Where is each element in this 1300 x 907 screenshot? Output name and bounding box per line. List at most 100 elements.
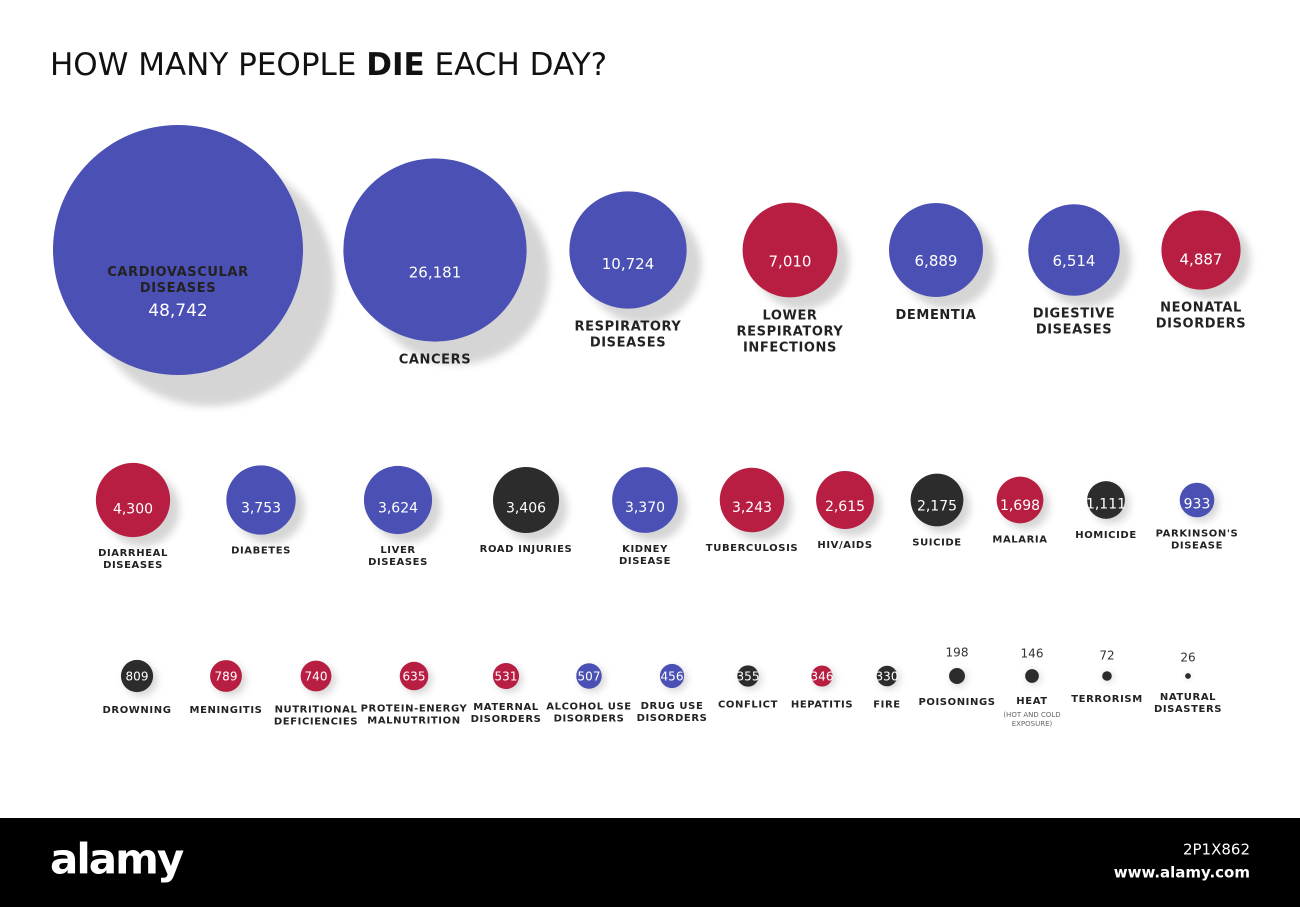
bubble	[343, 158, 527, 342]
bubble	[1025, 669, 1039, 683]
bubble	[811, 665, 833, 687]
category-label: DIABETES	[231, 546, 291, 557]
bubble	[1179, 482, 1215, 518]
bubble	[889, 203, 983, 297]
category-label: LOWER RESPIRATORY INFECTIONS	[737, 308, 844, 355]
category-label: NUTRITIONAL DEFICIENCIES	[274, 704, 358, 727]
value-label: 10,724	[602, 255, 655, 273]
category-label: ROAD INJURIES	[480, 544, 573, 555]
category-label: DRUG USE DISORDERS	[637, 701, 708, 724]
bubble	[659, 663, 685, 689]
bubble	[719, 467, 785, 533]
category-label: POISONINGS	[918, 697, 995, 708]
category-label: TERRORISM	[1071, 694, 1143, 705]
value-label: 2,175	[917, 499, 957, 515]
footer-url: www.alamy.com	[1114, 864, 1250, 882]
value-label: 330	[876, 670, 899, 684]
value-label: 4,887	[1180, 250, 1223, 268]
value-label: 3,370	[625, 500, 665, 516]
bubble	[95, 462, 171, 538]
bubble	[1185, 673, 1191, 679]
bubble	[816, 471, 874, 529]
bubble	[363, 465, 433, 535]
value-label: 4,300	[113, 501, 153, 517]
category-label: FIRE	[873, 699, 900, 710]
bubble	[737, 665, 759, 687]
annotation: (HOT AND COLD EXPOSURE)	[1003, 711, 1060, 728]
category-label: HIV/AIDS	[817, 540, 872, 551]
value-label: 1,111	[1086, 497, 1126, 513]
category-label: CONFLICT	[718, 700, 778, 711]
category-label: HEPATITIS	[791, 700, 853, 711]
category-label: DEMENTIA	[896, 307, 977, 322]
value-label: 146	[1021, 647, 1044, 661]
value-label: 48,742	[148, 301, 207, 321]
category-label: MATERNAL DISORDERS	[471, 702, 542, 725]
value-label: 531	[495, 670, 518, 684]
value-label: 6,889	[915, 252, 958, 270]
value-label: 26	[1180, 651, 1195, 665]
category-label: ALCOHOL USE DISORDERS	[546, 702, 631, 725]
bubble	[612, 467, 678, 533]
category-label: RESPIRATORY DISEASES	[575, 319, 682, 350]
bubble	[1102, 671, 1112, 681]
value-label: 809	[126, 670, 149, 684]
bubble	[876, 665, 898, 687]
bubble	[226, 465, 296, 535]
bubble	[1087, 481, 1125, 519]
category-label: CARDIOVASCULAR DISEASES	[107, 265, 248, 296]
bubble	[569, 191, 687, 309]
category-label: TUBERCULOSIS	[706, 543, 798, 554]
category-label: LIVER DISEASES	[368, 545, 428, 568]
category-label: NEONATAL DISORDERS	[1156, 300, 1247, 331]
bubble	[996, 476, 1044, 524]
value-label: 933	[1184, 496, 1211, 512]
value-label: 2,615	[825, 499, 865, 515]
footer-bar	[0, 818, 1300, 907]
title-part: HOW MANY PEOPLE	[50, 47, 366, 83]
bubble	[1028, 204, 1120, 296]
bubble	[492, 466, 560, 534]
category-label: MALARIA	[992, 534, 1047, 545]
bubble	[576, 663, 602, 689]
bubble	[399, 661, 429, 691]
value-label: 789	[215, 670, 238, 684]
category-label: SUICIDE	[912, 537, 961, 548]
category-label: HOMICIDE	[1075, 530, 1137, 541]
bubbles: 48,742 CARDIOVASCULAR DISEASES 26,181 CANCER…	[53, 125, 1251, 728]
value-label: 507	[578, 670, 601, 684]
value-label: 456	[661, 670, 684, 684]
category-label: PROTEIN-ENERGY MALNUTRITION	[361, 703, 468, 726]
category-label: DIGESTIVE DISEASES	[1033, 306, 1116, 337]
category-label: MENINGITIS	[190, 705, 263, 716]
bubble	[210, 660, 242, 692]
value-label: 3,243	[732, 500, 772, 516]
category-label: DROWNING	[103, 705, 172, 716]
value-label: 3,406	[506, 500, 546, 516]
value-label: 346	[811, 670, 834, 684]
bubble	[742, 202, 838, 298]
value-label: 740	[305, 670, 328, 684]
value-label: 355	[737, 670, 760, 684]
bubble	[300, 660, 332, 692]
footer-logo: alamy	[50, 835, 184, 884]
value-label: 7,010	[769, 252, 812, 270]
bubble	[120, 659, 154, 693]
value-label: 198	[946, 646, 969, 660]
category-label: NATURAL DISASTERS	[1154, 692, 1222, 715]
category-label: CANCERS	[399, 352, 471, 367]
category-label: KIDNEY DISEASE	[619, 544, 671, 567]
value-label: 1,698	[1000, 498, 1040, 514]
category-label: PARKINSON'S DISEASE	[1156, 528, 1239, 551]
value-label: 26,181	[409, 263, 462, 281]
value-label: 3,753	[241, 501, 281, 517]
bubble	[1161, 210, 1241, 290]
category-label: DIARRHEAL DISEASES	[98, 548, 168, 571]
bubble	[910, 473, 964, 527]
footer-id: 2P1X862	[1183, 841, 1250, 859]
bubble	[949, 668, 965, 684]
bubble	[53, 125, 303, 375]
value-label: 3,624	[378, 501, 418, 517]
chart-title: HOW MANY PEOPLE DIE EACH DAY?	[50, 47, 607, 83]
